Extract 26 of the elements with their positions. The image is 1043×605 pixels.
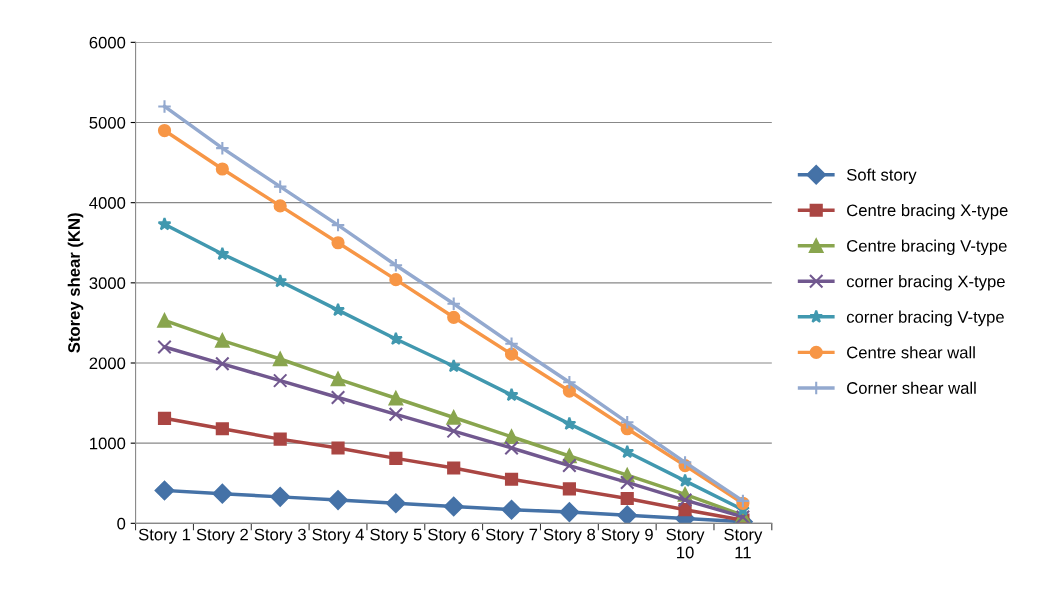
x-tick-label: Story 7: [485, 528, 538, 544]
y-tick-label: 0: [117, 517, 126, 530]
x-tick-label: Story 8: [543, 528, 596, 544]
x-tick-label: Story 11: [724, 528, 763, 559]
x-tick-label: Story 6: [428, 528, 480, 544]
x-tick-label: Story 10: [666, 528, 705, 559]
legend-label: corner bracing V-type: [846, 310, 1004, 327]
y-tick-label: 2000: [89, 357, 126, 370]
x-tick-label: Story 1: [138, 528, 191, 544]
legend-label: Centre bracing V-type: [847, 239, 1007, 256]
y-tick-label: 1000: [90, 437, 126, 450]
x-tick-label: Story 5: [370, 528, 422, 544]
legend-label: Corner shear wall: [847, 381, 976, 394]
x-tick-label: Story 2: [196, 528, 248, 544]
legend-label: corner bracing X-type: [846, 275, 1005, 291]
y-tick-label: 5000: [89, 116, 126, 129]
x-tick-label: Story 9: [601, 528, 653, 544]
y-axis-title: Storey shear (KN): [67, 213, 84, 353]
x-tick-label: Story 4: [312, 528, 364, 544]
x-tick-label: Story 3: [254, 528, 306, 544]
legend-label: Soft story: [846, 168, 917, 184]
legend-label: Centre bracing X-type: [847, 204, 1008, 220]
y-tick-label: 4000: [89, 197, 126, 209]
y-tick-label: 3000: [89, 277, 126, 290]
y-tick-label: 6000: [89, 36, 126, 49]
legend-label: Centre shear wall: [847, 346, 975, 359]
